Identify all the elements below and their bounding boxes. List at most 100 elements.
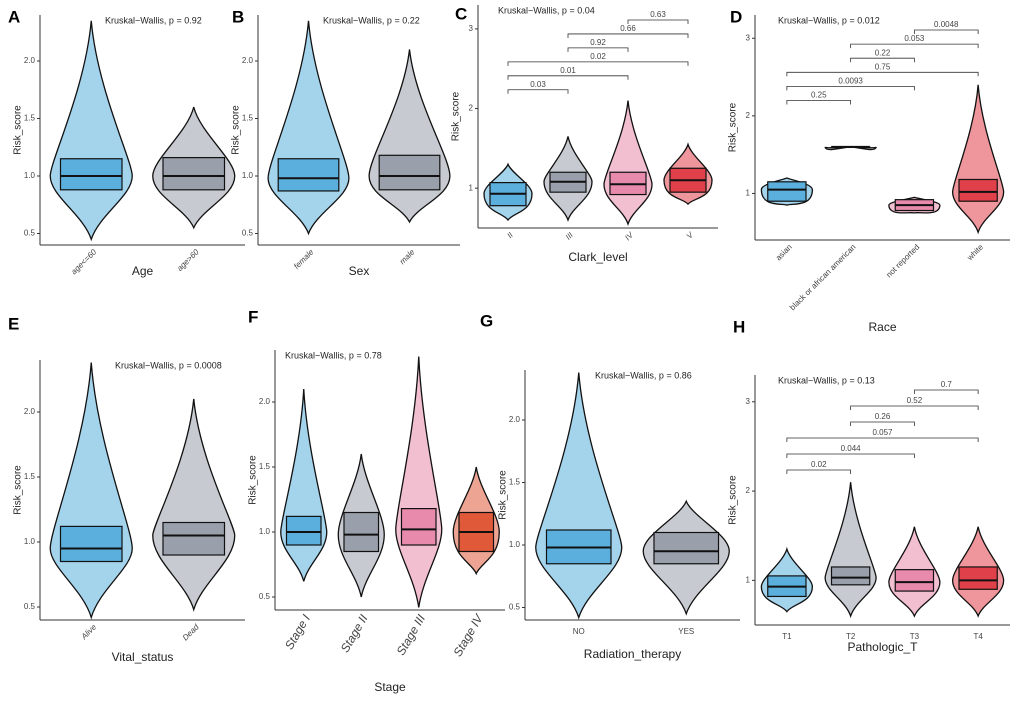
y-tick-label: 1.5 — [24, 114, 36, 123]
x-tick-label: T2 — [846, 632, 856, 641]
comparison-p: 0.057 — [872, 428, 893, 437]
box — [958, 566, 998, 590]
violin — [280, 388, 328, 582]
y-tick-label: 0.5 — [259, 592, 271, 601]
comparison-bracket — [850, 57, 915, 63]
comparison-p: 0.7 — [941, 380, 953, 389]
violin — [824, 482, 877, 619]
comparison-bracket — [913, 389, 979, 394]
x-tick-label: YES — [678, 627, 694, 636]
y-tick-label: 1.5 — [24, 472, 36, 481]
panel-letter: A — [8, 7, 20, 26]
y-tick-label: 2.0 — [242, 56, 254, 65]
violin — [49, 20, 133, 242]
y-tick-label: 1.5 — [259, 462, 271, 471]
x-tick-label: age<=60 — [69, 247, 98, 276]
x-axis-label: Pathologic_T — [847, 640, 918, 654]
comparison-bracket — [507, 61, 689, 66]
comparison-bracket — [507, 89, 569, 94]
box — [162, 157, 226, 191]
panel-letter: F — [248, 307, 258, 326]
y-tick-label: 1.0 — [24, 171, 36, 180]
comparison-p: 0.92 — [590, 38, 606, 47]
x-tick-label: Stage II — [338, 612, 371, 655]
box — [285, 515, 322, 546]
y-tick-label: 3 — [746, 397, 751, 406]
stat-title: Kruskal−Wallis, p = 0.92 — [105, 15, 202, 25]
comparison-p: 0.66 — [620, 24, 636, 33]
box — [894, 569, 935, 592]
y-tick-label: 2 — [746, 486, 751, 495]
box — [400, 508, 437, 546]
violin — [951, 84, 1005, 235]
comparison-bracket — [850, 43, 979, 49]
comparison-p: 0.25 — [811, 91, 827, 100]
y-axis-label: Risk_score — [231, 105, 242, 155]
box — [653, 531, 720, 565]
panel-letter: G — [480, 311, 493, 330]
y-tick-label: 1 — [746, 575, 751, 584]
x-tick-label: IV — [623, 230, 635, 242]
x-tick-label: white — [965, 242, 986, 263]
comparison-bracket — [627, 19, 689, 24]
y-tick-label: 2.0 — [259, 397, 271, 406]
violin — [395, 356, 443, 608]
y-tick-label: 3 — [469, 24, 474, 33]
comparison-p: 0.22 — [875, 48, 891, 57]
comparison-bracket — [786, 453, 915, 458]
y-tick-label: 2 — [469, 104, 474, 113]
x-tick-label: II — [505, 230, 515, 240]
stat-title: Kruskal−Wallis, p = 0.0008 — [115, 360, 222, 370]
y-axis-label: Risk_score — [13, 465, 24, 515]
y-tick-label: 1.0 — [509, 540, 521, 549]
box — [830, 566, 871, 586]
y-tick-label: 0.5 — [24, 229, 36, 238]
x-axis-label: Clark_level — [568, 250, 627, 264]
comparison-p: 0.0048 — [934, 20, 959, 29]
panel-letter: C — [455, 4, 467, 23]
comparison-p: 0.26 — [875, 412, 891, 421]
y-axis-label: Risk_score — [451, 91, 462, 141]
x-tick-label: Stage IV — [450, 611, 486, 659]
violin — [267, 20, 350, 236]
comparison-bracket — [567, 33, 689, 38]
x-axis-label: Radiation_therapy — [584, 647, 681, 661]
violin — [535, 372, 623, 620]
x-tick-label: Stage III — [394, 612, 429, 658]
x-axis-label: Race — [868, 320, 896, 334]
stat-title: Kruskal−Wallis, p = 0.04 — [498, 5, 595, 15]
comparison-p: 0.01 — [560, 66, 576, 75]
comparison-p: 0.02 — [811, 460, 827, 469]
y-axis-label: Risk_score — [728, 475, 739, 525]
y-tick-label: 0.5 — [24, 602, 36, 611]
y-axis-label: Risk_score — [248, 455, 259, 505]
comparison-p: 0.52 — [907, 396, 923, 405]
violin — [368, 49, 451, 224]
comparison-bracket — [567, 47, 629, 52]
x-tick-label: asian — [774, 243, 794, 263]
box — [958, 178, 998, 202]
x-tick-label: T1 — [782, 632, 792, 641]
violin — [49, 362, 133, 620]
comparison-p: 0.02 — [590, 52, 606, 61]
y-tick-label: 1.5 — [242, 114, 254, 123]
stat-title: Kruskal−Wallis, p = 0.78 — [285, 350, 382, 360]
x-axis-label: Sex — [349, 264, 370, 278]
stat-title: Kruskal−Wallis, p = 0.13 — [778, 375, 875, 385]
box — [59, 158, 123, 191]
violin — [603, 100, 653, 227]
comparison-p: 0.63 — [650, 10, 666, 19]
x-tick-label: Alive — [79, 622, 99, 642]
x-tick-label: female — [292, 247, 316, 271]
x-tick-label: T3 — [910, 632, 920, 641]
y-tick-label: 2.0 — [24, 407, 36, 416]
y-tick-label: 3 — [746, 33, 751, 42]
box — [767, 181, 807, 202]
stat-title: Kruskal−Wallis, p = 0.012 — [778, 15, 880, 25]
x-axis-label: Stage — [374, 680, 406, 694]
x-axis-label: Age — [132, 264, 154, 278]
comparison-bracket — [786, 100, 852, 105]
box — [343, 511, 380, 553]
y-tick-label: 1.0 — [242, 171, 254, 180]
